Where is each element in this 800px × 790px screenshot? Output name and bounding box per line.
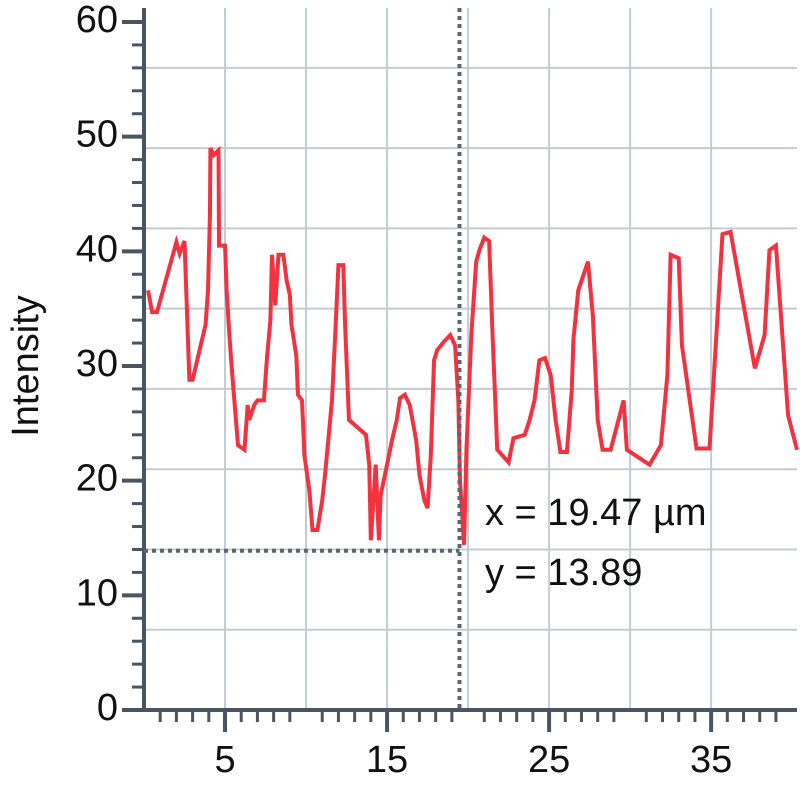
x-tick-label: 5 (214, 739, 235, 781)
y-tick-label: 50 (76, 114, 118, 156)
y-tick-label: 0 (97, 687, 118, 729)
y-tick-label: 20 (76, 458, 118, 500)
y-tick-label: 60 (76, 0, 118, 41)
x-tick-label: 15 (366, 739, 408, 781)
cursor-y-label: y = 13.89 (485, 552, 642, 594)
cursor-x-label: x = 19.47 µm (485, 492, 707, 534)
x-tick-label: 25 (528, 739, 570, 781)
y-tick-label: 10 (76, 572, 118, 614)
y-tick-label: 40 (76, 228, 118, 270)
data-line (146, 145, 799, 546)
y-axis-label: Intensity (5, 295, 47, 437)
y-tick-label: 30 (76, 343, 118, 385)
x-tick-label: 35 (690, 739, 732, 781)
